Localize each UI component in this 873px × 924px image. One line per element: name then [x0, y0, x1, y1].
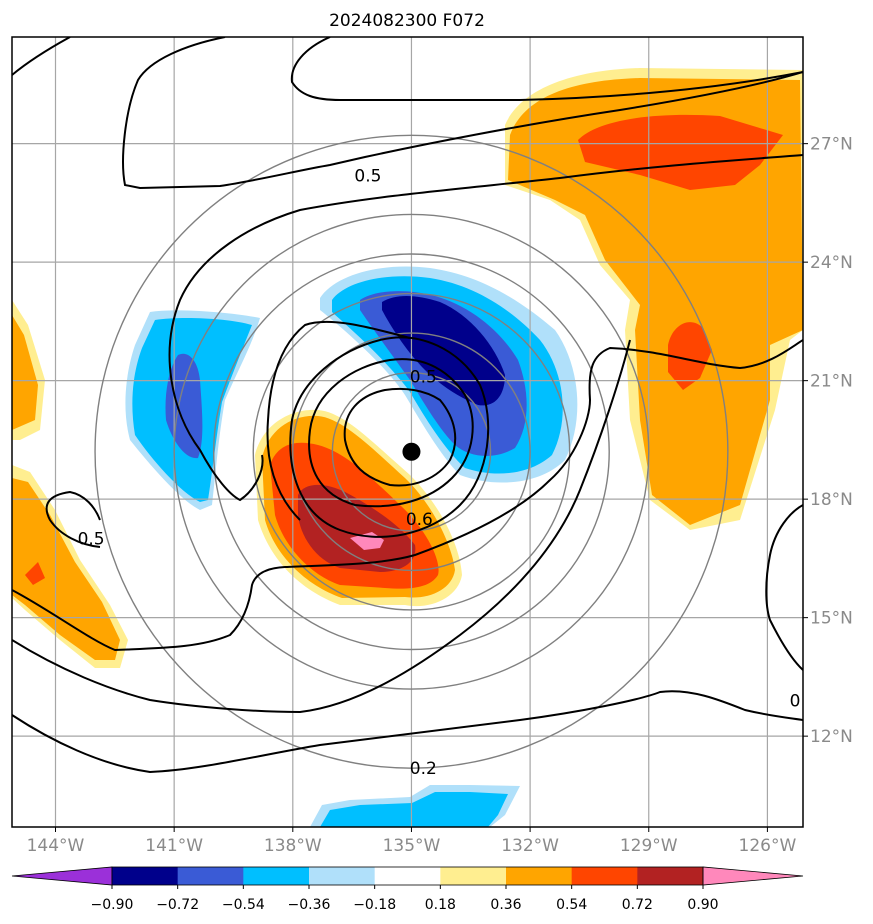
contour-line-1: [12, 37, 71, 76]
colorbar-tick-label-0: −0.90: [91, 897, 134, 913]
map-frame: [11, 36, 804, 828]
range-ring-3: [213, 253, 610, 651]
contour-center-4: [266, 320, 411, 521]
storm-center-marker: [402, 442, 421, 461]
x-tick-label-5: 129°W: [620, 836, 678, 856]
colorbar-segment-7: [571, 867, 638, 885]
range-ring-5: [94, 134, 729, 769]
colorbar-segment-1: [177, 867, 244, 885]
contour-labels: 0.5 0.5 0.6 0.5 0.2 0: [78, 166, 801, 779]
colorbar-tick-label-4: −0.18: [353, 897, 396, 913]
fill-pos-darkred-c: [298, 484, 416, 572]
colorbar-tick-label-5: 0.18: [425, 897, 456, 913]
contour-label-4: 0.2: [410, 759, 437, 779]
contour-label-0: 0.5: [354, 166, 381, 186]
range-ring-2: [252, 292, 571, 611]
colorbar-tick-label-8: 0.72: [622, 897, 653, 913]
colorbar-segment-8: [637, 867, 704, 885]
x-tick-label-3: 135°W: [383, 836, 441, 856]
contour-center-3: [343, 387, 457, 487]
colorbar-segment-4: [374, 867, 441, 885]
x-tick-label-6: 126°W: [739, 836, 797, 856]
colorbar-tick-label-2: −0.54: [222, 897, 265, 913]
colorbar-tick-label-7: 0.54: [556, 897, 587, 913]
contour-line-5: [12, 339, 803, 652]
fill-pos-orange-w: [12, 478, 120, 660]
contour-line-2: [122, 37, 803, 190]
colorbar-extend-low: [11, 866, 113, 886]
contour-center-2: [308, 358, 474, 508]
chart-title: 2024082300 F072: [329, 11, 485, 31]
colorbar-segment-5: [440, 867, 507, 885]
x-tick-label-0: 144°W: [27, 836, 85, 856]
y-tick-label-5: 27°N: [810, 135, 853, 155]
x-tick-label-2: 138°W: [264, 836, 322, 856]
contour-line-8: [45, 490, 101, 548]
colorbar-segment-6: [506, 867, 573, 885]
contour-line-7: [12, 690, 803, 774]
y-axis-ticks: 12°N 15°N 18°N 21°N 24°N 27°N: [803, 135, 853, 747]
y-tick-label-2: 18°N: [810, 490, 853, 510]
contour-label-5: 0: [790, 692, 801, 712]
contour-label-3: 0.5: [78, 530, 105, 550]
fill-pos-red-ne-2: [668, 322, 712, 390]
fill-pos-orange-ne: [508, 78, 803, 525]
contour-line-9: [765, 504, 803, 671]
fill-pos-red-ne-1: [578, 114, 783, 190]
y-tick-label-3: 21°N: [810, 372, 853, 392]
contour-lines: [12, 37, 803, 774]
contour-center-1: [289, 336, 490, 538]
fill-pos-orange-w2: [12, 315, 38, 430]
x-tick-label-1: 141°W: [145, 836, 203, 856]
colorbar-segment-3: [309, 867, 376, 885]
y-tick-label-0: 12°N: [810, 727, 853, 747]
colorbar-tick-label-6: 0.36: [490, 897, 521, 913]
contour-line-6: [12, 339, 631, 714]
contour-label-1: 0.5: [410, 368, 437, 388]
fill-neg-cyan-s: [320, 792, 508, 827]
colorbar-tick-label-3: −0.36: [288, 897, 331, 913]
colorbar-segment-2: [243, 867, 310, 885]
range-ring-4: [173, 213, 650, 690]
y-tick-label-1: 15°N: [810, 609, 853, 629]
colorbar-tick-label-9: 0.90: [687, 897, 718, 913]
x-axis-ticks: 144°W 141°W 138°W 135°W 132°W 129°W 126°W: [27, 827, 797, 856]
fill-pos-red-w: [25, 562, 45, 585]
colorbar-extend-high: [702, 866, 804, 886]
x-tick-label-4: 132°W: [501, 836, 559, 856]
range-ring-1: [292, 332, 531, 572]
contour-line-3: [290, 37, 803, 101]
colorbar-segment-0: [112, 867, 179, 885]
colorbar-tick-label-1: −0.72: [156, 897, 199, 913]
range-ring-0: [331, 371, 492, 532]
fill-neg-darkblue-c: [382, 296, 505, 406]
map-area: 0.5 0.5 0.6 0.5 0.2 0: [12, 37, 803, 827]
colorbar: −0.90 −0.72 −0.54 −0.36 −0.18 0.18 0.36 0.54 0.7…: [11, 866, 804, 913]
contour-label-2: 0.6: [406, 510, 433, 530]
contour-line-4: [168, 154, 803, 502]
range-rings: [94, 134, 729, 769]
colorbar-frame: [111, 866, 704, 886]
y-tick-label-4: 24°N: [810, 253, 853, 273]
